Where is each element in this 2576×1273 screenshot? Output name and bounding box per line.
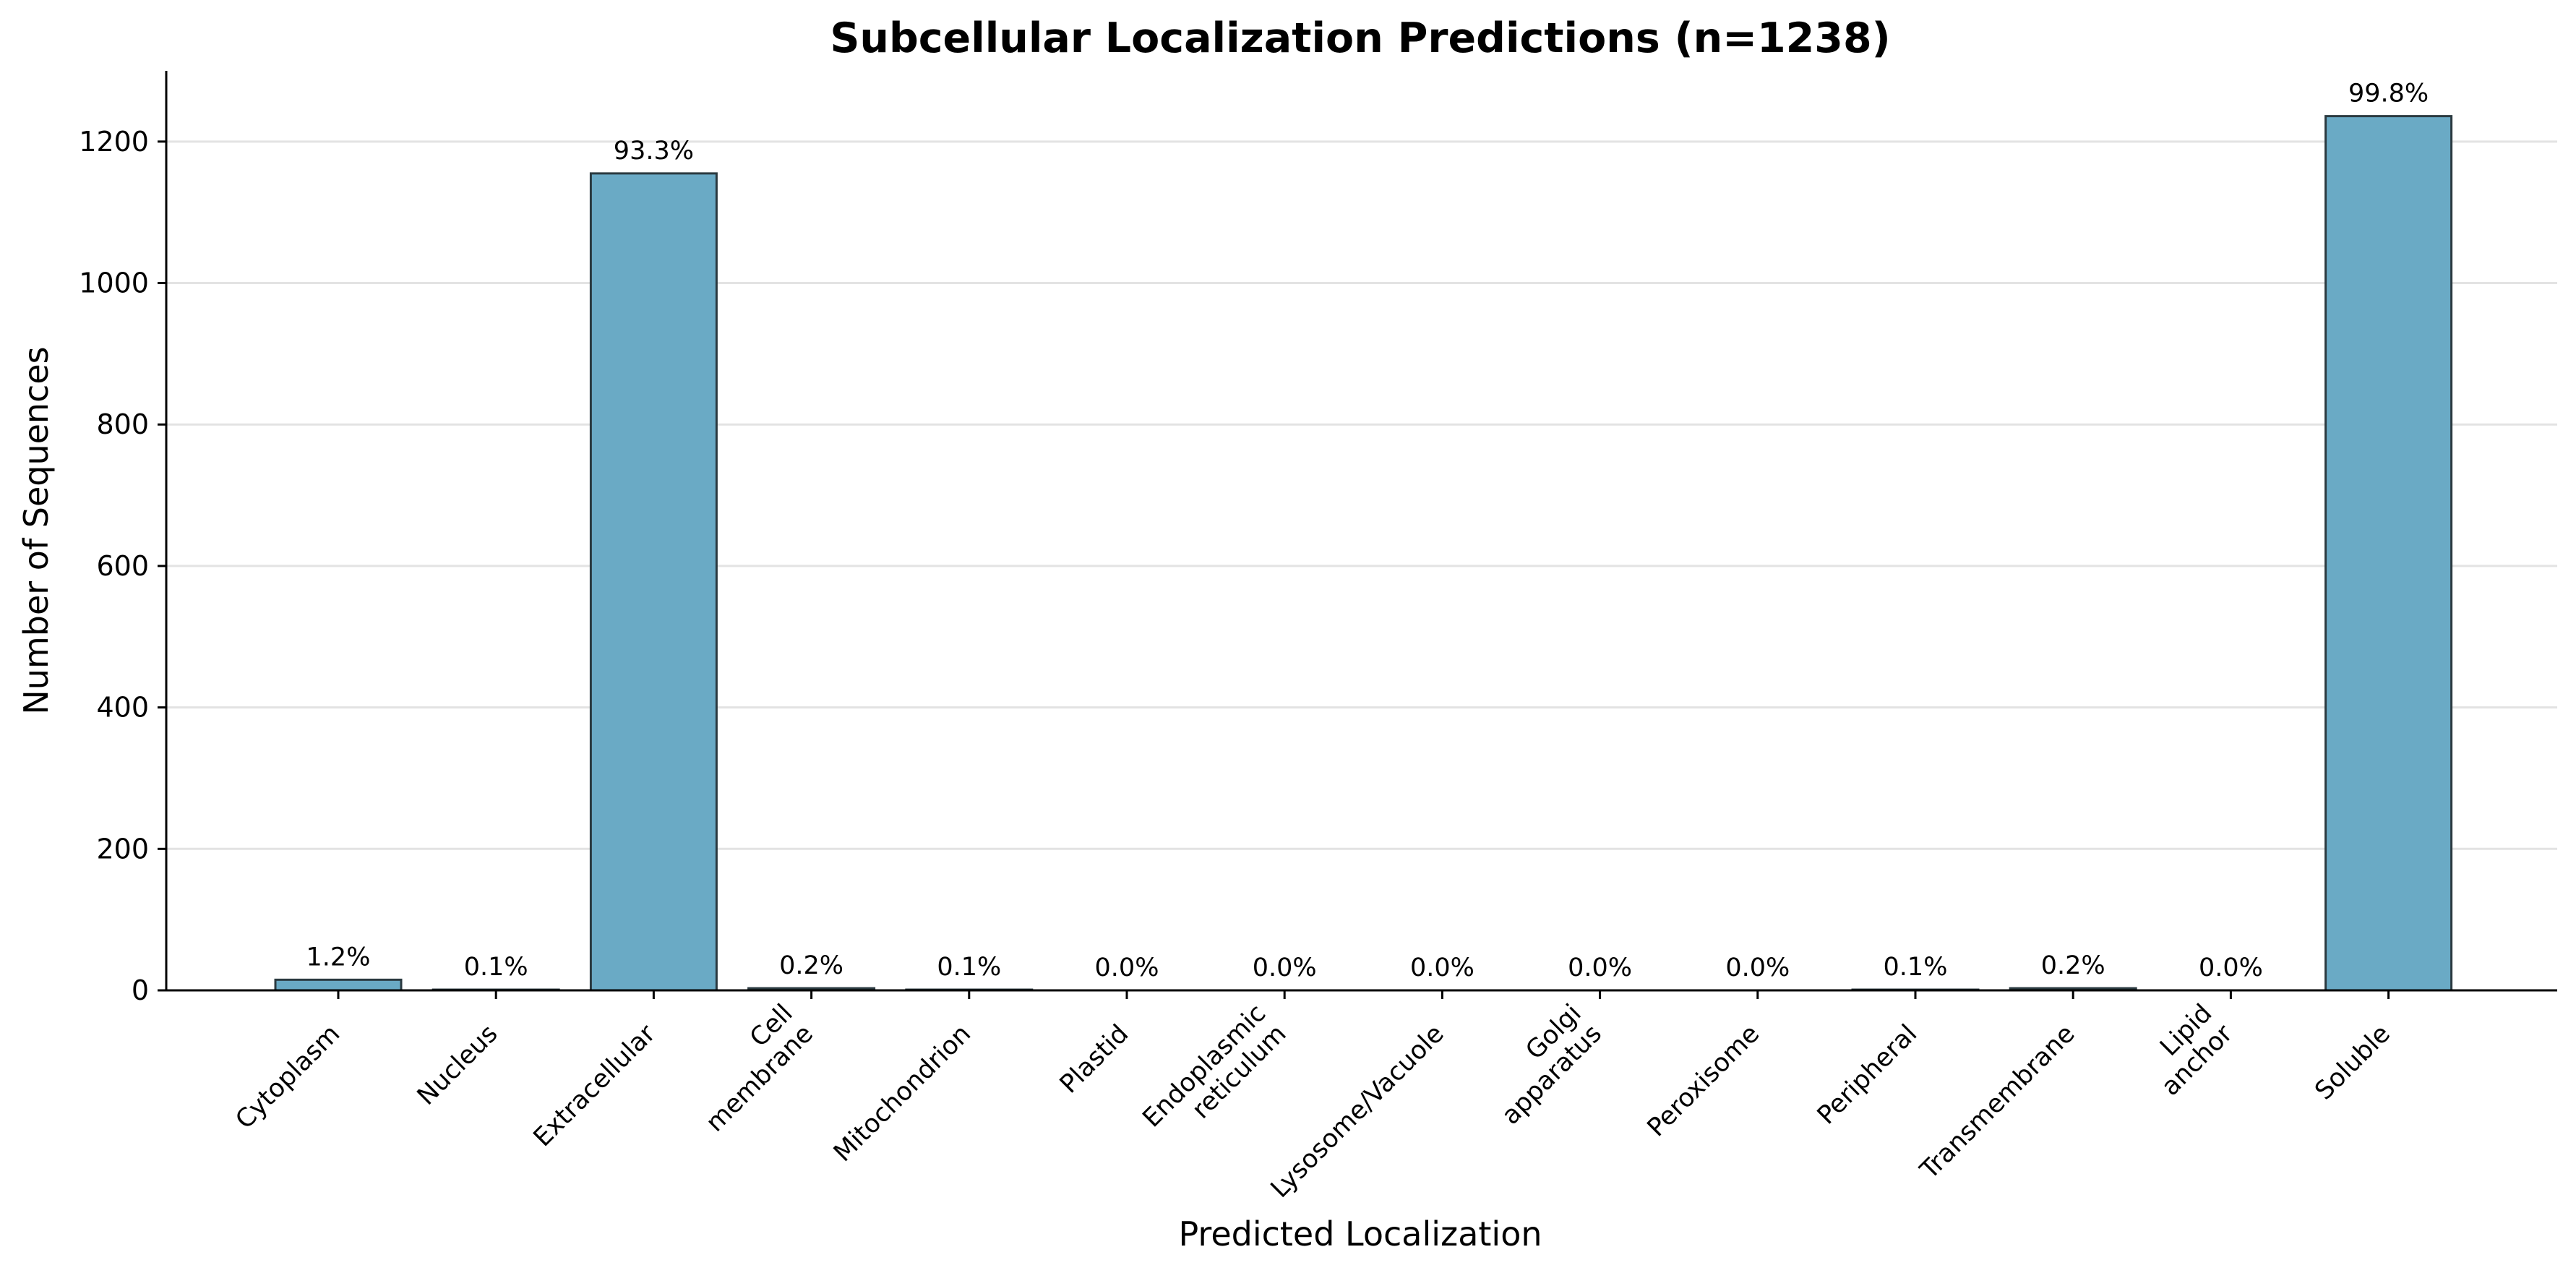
data-label: 0.0% <box>2199 953 2263 982</box>
data-label: 0.0% <box>1253 953 1317 982</box>
bar <box>274 978 403 992</box>
data-label: 0.2% <box>779 951 843 980</box>
bar <box>589 172 718 992</box>
y-tick-label: 1000 <box>79 267 149 299</box>
x-tick-label: Peripheral <box>1812 1019 1923 1130</box>
data-label: 0.0% <box>1095 953 1159 982</box>
x-tick-label: Plastid <box>1055 1019 1134 1099</box>
data-label: 93.3% <box>614 137 694 166</box>
bars <box>274 115 2453 992</box>
y-tick-label: 800 <box>96 408 149 440</box>
grid-lines <box>166 140 2557 850</box>
x-tick-label: Transmembrane <box>1915 1019 2081 1186</box>
x-tick-label: Golgiapparatus <box>1476 999 1607 1131</box>
data-label: 99.8% <box>2348 80 2429 108</box>
data-label: 0.2% <box>2041 951 2105 980</box>
x-tick-label: Soluble <box>2309 1019 2396 1106</box>
y-axis: 0 200 400 600 800 1000 1200 <box>79 71 168 1006</box>
y-tick-label: 400 <box>96 692 149 724</box>
x-tick-label: Cellmembrane <box>680 999 819 1138</box>
y-axis-label: Number of Sequences <box>17 346 56 714</box>
data-labels: 1.2% 0.1% 93.3% 0.2% 0.1% 0.0% 0.0% 0.0% 0.0% 0.0… <box>306 80 2429 982</box>
y-tick-label: 600 <box>96 550 149 582</box>
bar <box>2324 115 2453 992</box>
y-tick-label: 1200 <box>79 126 149 158</box>
x-tick-label: Lysosome/Vacuole <box>1266 1019 1450 1204</box>
x-axis-label: Predicted Localization <box>1178 1214 1542 1253</box>
x-axis: Cytoplasm Nucleus Extracellular Cellmembran… <box>166 989 2557 1204</box>
data-label: 0.1% <box>937 953 1001 982</box>
data-label: 0.0% <box>1410 953 1474 982</box>
y-tick-label: 0 <box>132 974 149 1006</box>
x-tick-label: Cytoplasm <box>231 1019 346 1135</box>
data-label: 0.1% <box>1884 953 1948 982</box>
x-tick-label: Peroxisome <box>1642 1019 1765 1142</box>
data-label: 0.1% <box>464 953 528 982</box>
data-label: 1.2% <box>306 943 371 972</box>
x-tick-label: Lipidanchor <box>2136 998 2238 1101</box>
y-tick-label: 200 <box>96 833 149 865</box>
data-label: 0.0% <box>1568 953 1632 982</box>
x-tick-label: Nucleus <box>412 1019 504 1111</box>
x-tick-label: Mitochondrion <box>828 1019 976 1167</box>
data-label: 0.0% <box>1725 953 1790 982</box>
chart-title: Subcellular Localization Predictions (n=… <box>830 14 1890 62</box>
x-tick-label: Extracellular <box>528 1019 662 1153</box>
x-tick-label: Endoplasmicreticulum <box>1138 999 1292 1154</box>
